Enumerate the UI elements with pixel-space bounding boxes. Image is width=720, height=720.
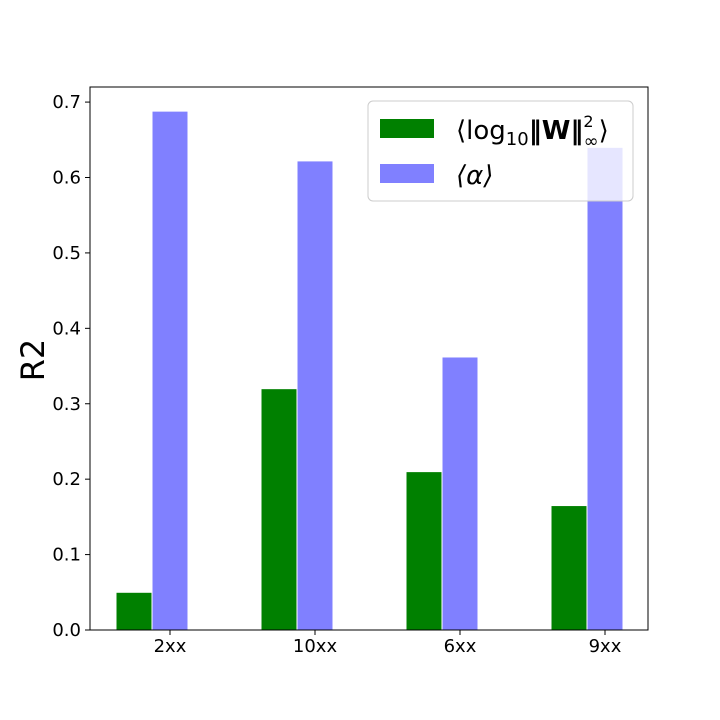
legend-label-series1-end: ⟩ xyxy=(599,116,609,146)
y-tick-label: 0.4 xyxy=(52,318,81,339)
legend-label-series1-bold: ‖W‖ xyxy=(529,116,584,146)
y-axis-label: R2 xyxy=(14,339,52,382)
y-tick-label: 0.3 xyxy=(52,394,81,415)
y-tick-label: 0.7 xyxy=(52,92,81,113)
x-tick-label: 6xx xyxy=(444,636,477,657)
bar-weightnorm-6xx xyxy=(405,471,443,631)
legend-label-series1-sub: 10 xyxy=(506,129,529,150)
y-tick-label: 0.6 xyxy=(52,168,81,189)
bar-alpha-2xx xyxy=(151,110,189,631)
legend-label-series1-main: ⟨log xyxy=(456,116,506,146)
y-axis: 0.0 0.1 0.2 0.3 0.4 0.5 0.6 0.7 xyxy=(52,92,90,641)
bar-alpha-9xx xyxy=(586,146,624,631)
legend-label-series1-subinf: ∞ xyxy=(584,131,599,152)
x-tick-label: 2xx xyxy=(154,636,187,657)
y-tick-label: 0.2 xyxy=(52,469,81,490)
legend-label-series1: ⟨log10‖W‖2 ∞⟩ xyxy=(456,112,609,152)
x-tick-label: 10xx xyxy=(293,636,338,657)
y-tick-label: 0.5 xyxy=(52,243,81,264)
legend: ⟨log10‖W‖2 ∞⟩ ⟨α⟩ xyxy=(367,100,634,202)
x-axis: 2xx 10xx 6xx 9xx xyxy=(154,630,622,657)
bar-weightnorm-10xx xyxy=(260,388,298,631)
bar-weightnorm-2xx xyxy=(115,591,153,631)
legend-frame xyxy=(367,100,634,202)
x-tick-label: 9xx xyxy=(589,636,622,657)
legend-swatch-series2 xyxy=(380,164,434,183)
bars-group xyxy=(115,110,624,631)
bar-weightnorm-9xx xyxy=(550,505,588,631)
legend-label-series1-sup: 2 xyxy=(583,112,593,131)
bar-alpha-10xx xyxy=(296,160,334,631)
y-tick-label: 0.1 xyxy=(52,545,81,566)
y-tick-label: 0.0 xyxy=(52,620,81,641)
bar-alpha-6xx xyxy=(441,356,479,631)
plot-frame xyxy=(89,86,649,631)
legend-swatch-series1 xyxy=(380,119,434,138)
legend-label-series2: ⟨α⟩ xyxy=(456,161,493,191)
